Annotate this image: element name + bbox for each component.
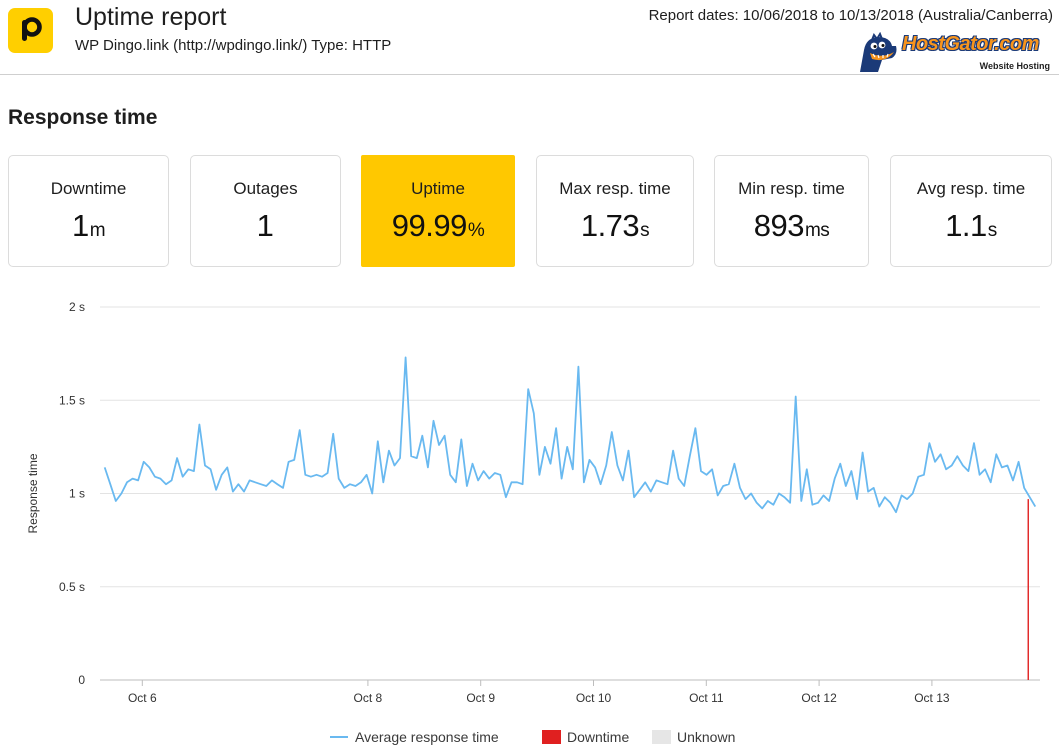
legend-swatch (330, 736, 348, 738)
stat-value: 1.1s (945, 208, 997, 243)
report-dates: Report dates: 10/06/2018 to 10/13/2018 (… (648, 7, 1053, 24)
stat-label: Outages (233, 179, 298, 198)
chart-legend: Average response time Downtime Unknown (0, 726, 1059, 748)
stat-value: 1m (71, 208, 106, 243)
legend-label: Unknown (677, 729, 736, 745)
stat-card-max-resp-time: Max resp. time 1.73s (536, 155, 694, 267)
stat-label: Downtime (50, 179, 127, 198)
y-tick-label: 0 (78, 673, 85, 687)
response-time-chart: 0 0.5 s 1 s 1.5 s 2 s Oct 6 Oct 8 Oct 9 Oct 10 Oc… (26, 300, 1040, 705)
legend-item: Average response time (330, 726, 499, 748)
legend-swatch (542, 730, 561, 744)
y-tick-label: 0.5 s (59, 580, 85, 594)
stat-value: 1 (256, 208, 274, 243)
stat-label: Min resp. time (738, 179, 845, 198)
hostgator-wordmark: HostGator.com (902, 33, 1039, 55)
app-logo (8, 8, 53, 53)
stat-value: 99.99% (391, 208, 485, 243)
stat-value: 1.73s (580, 208, 650, 243)
x-tick-label: Oct 6 (128, 691, 157, 705)
section-title: Response time (8, 106, 158, 129)
legend-swatch (652, 730, 671, 744)
check-subtitle: WP Dingo.link (http://wpdingo.link/) Typ… (75, 37, 392, 54)
stat-card-avg-resp-time: Avg resp. time 1.1s (890, 155, 1052, 267)
stat-card-downtime: Downtime 1m (8, 155, 169, 267)
gator-mascot-icon (860, 32, 897, 72)
page-title: Uptime report (75, 3, 227, 31)
x-tick-label: Oct 13 (914, 691, 950, 705)
hostgator-logo: HostGator.com Website Hosting (852, 32, 1052, 76)
legend-item: Downtime (542, 726, 629, 748)
x-tick-label: Oct 9 (466, 691, 495, 705)
stat-label: Avg resp. time (916, 179, 1026, 198)
stat-card-outages: Outages 1 (190, 155, 341, 267)
stat-card-uptime: Uptime 99.99% (361, 155, 515, 267)
x-tick-label: Oct 10 (576, 691, 612, 705)
stat-value: 893ms (753, 208, 830, 243)
header-divider (0, 74, 1059, 75)
y-axis-title: Response time (26, 453, 40, 533)
y-tick-label: 1 s (69, 487, 85, 501)
stat-label: Uptime (411, 179, 465, 198)
hostgator-tagline: Website Hosting (979, 61, 1050, 71)
series-line-average-response-time (103, 356, 1037, 514)
x-tick-label: Oct 12 (801, 691, 837, 705)
y-tick-label: 2 s (69, 300, 85, 314)
y-tick-label: 1.5 s (59, 393, 85, 407)
x-tick-label: Oct 8 (354, 691, 383, 705)
legend-label: Downtime (567, 729, 630, 745)
x-tick-label: Oct 11 (689, 691, 724, 705)
legend-item: Unknown (652, 726, 735, 748)
legend-label: Average response time (355, 729, 499, 745)
stat-label: Max resp. time (559, 179, 671, 198)
stat-card-min-resp-time: Min resp. time 893ms (714, 155, 869, 267)
pingdom-logo-icon (22, 17, 42, 41)
